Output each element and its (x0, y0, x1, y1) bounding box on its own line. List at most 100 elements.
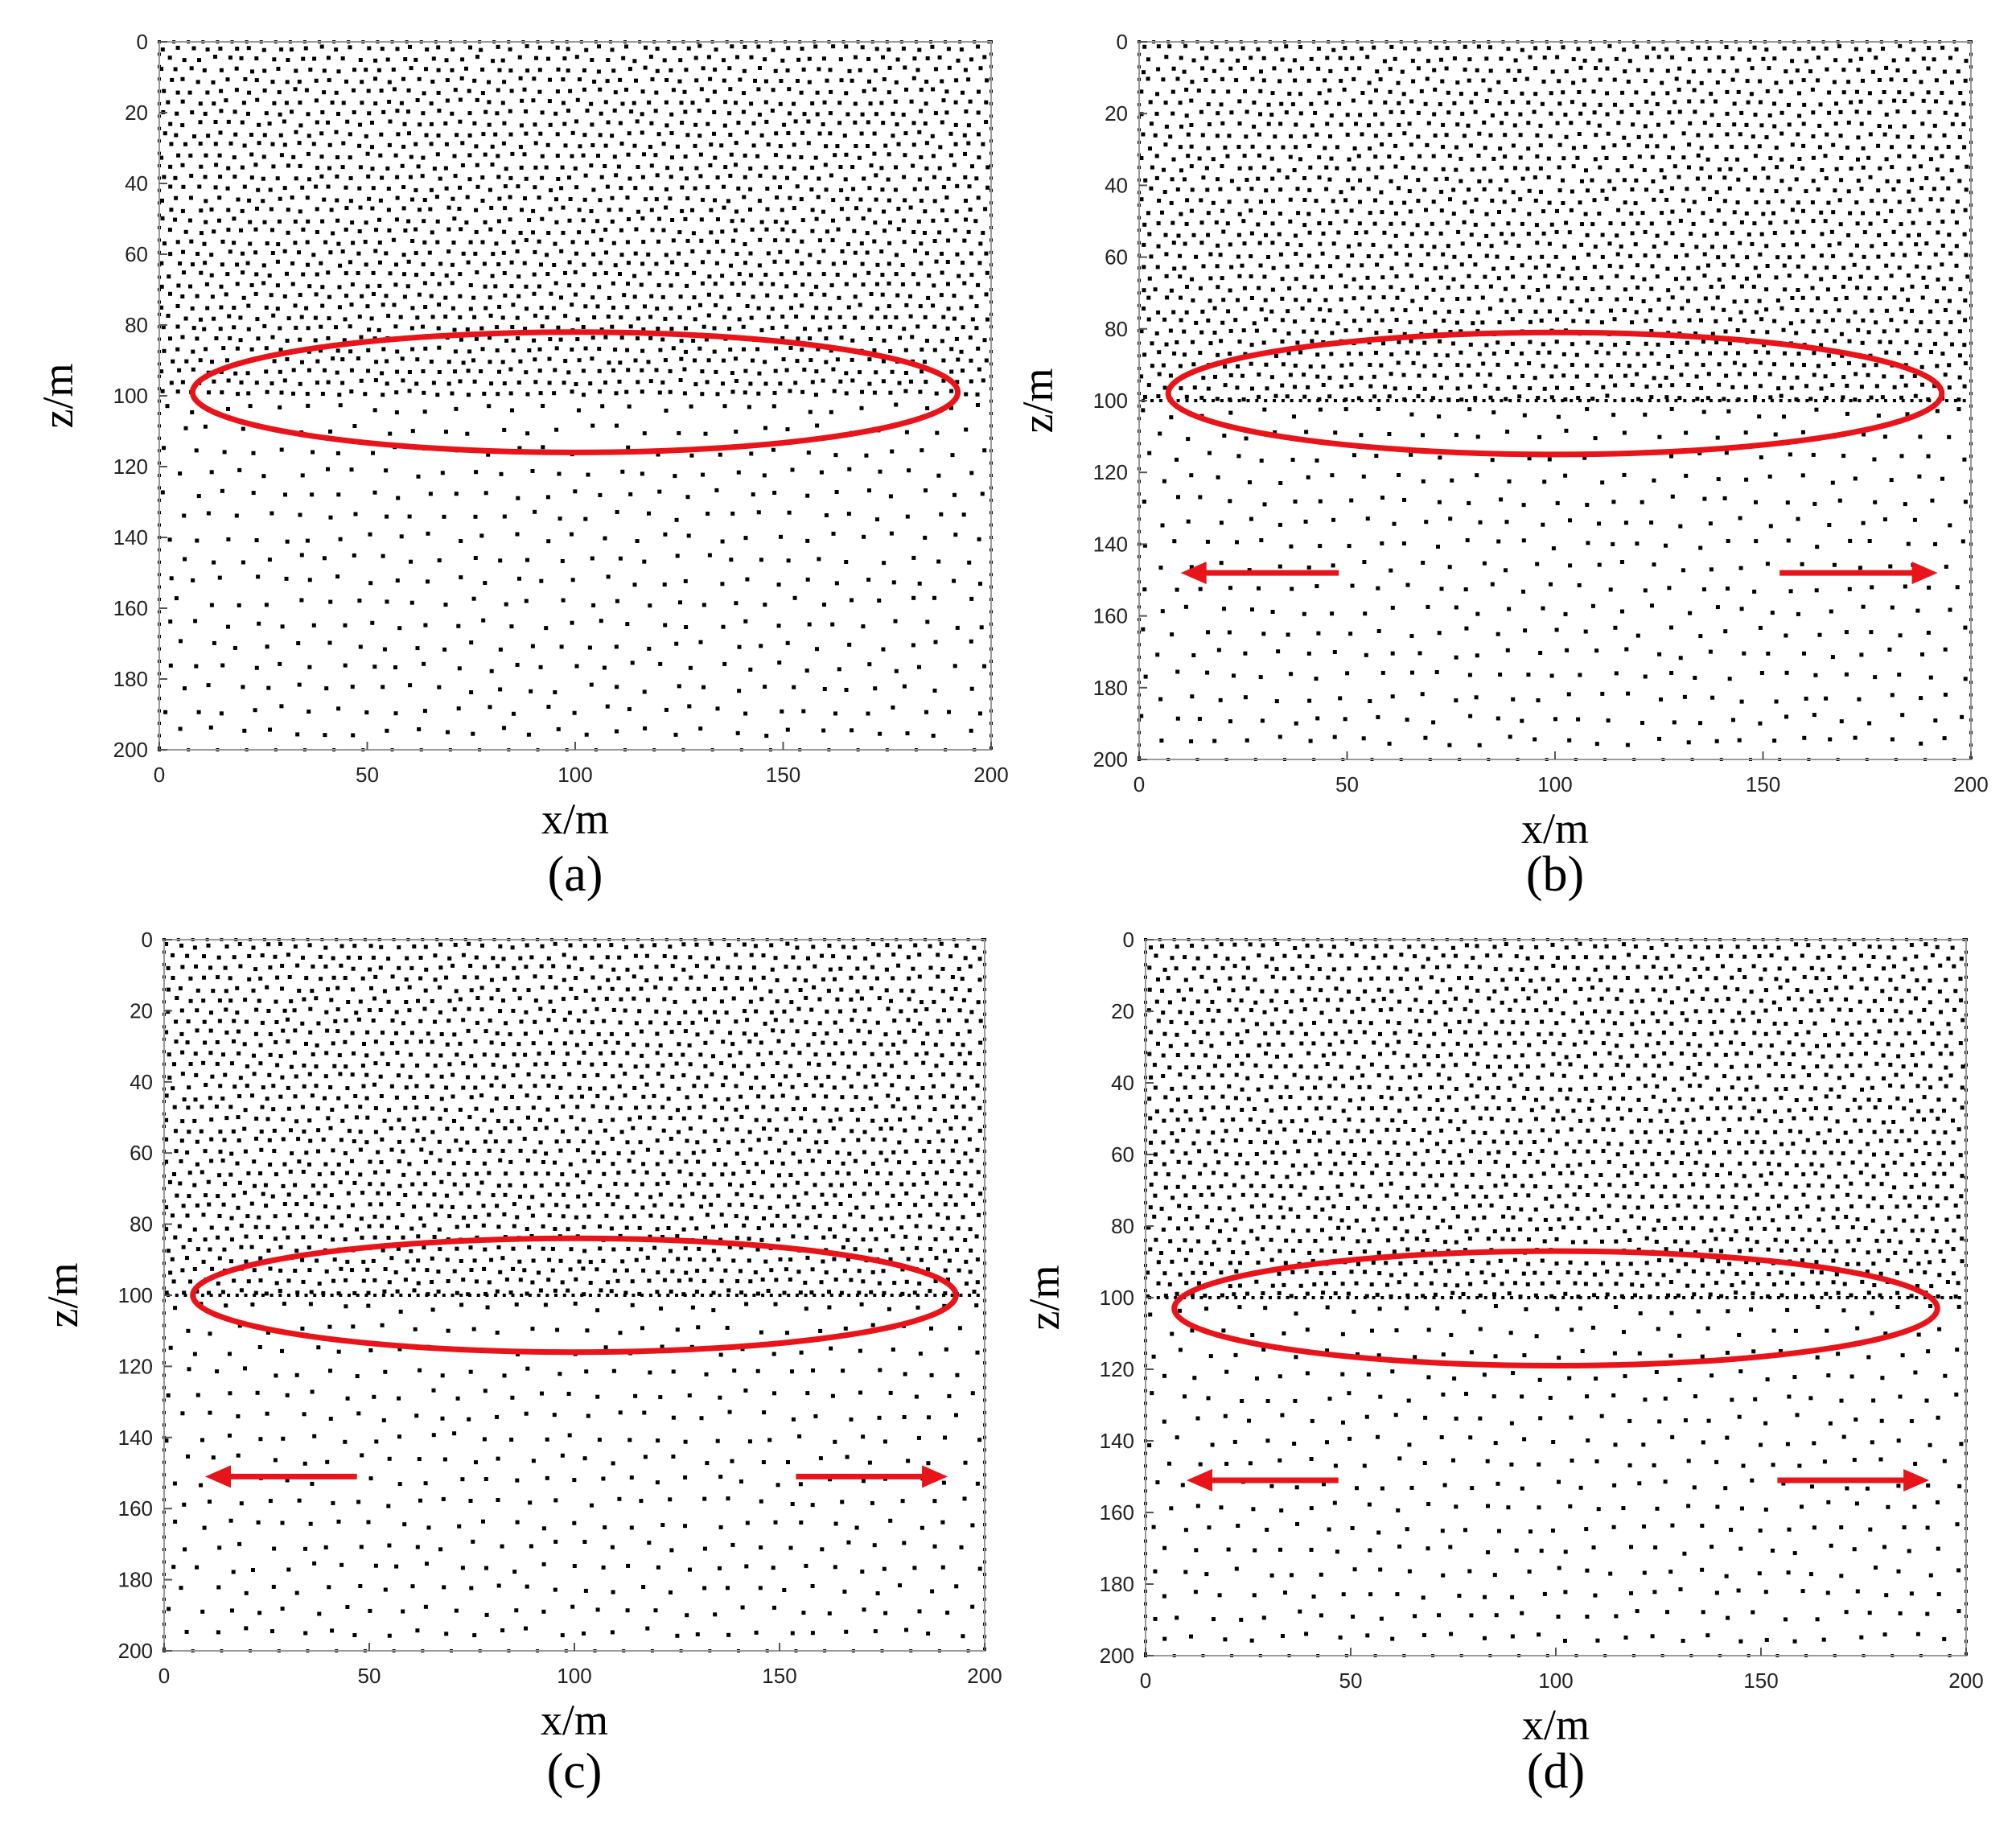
data-point (239, 228, 243, 233)
data-point (738, 645, 742, 649)
data-point (1294, 298, 1298, 302)
data-point (1349, 499, 1353, 503)
data-point (920, 448, 924, 452)
data-point (1527, 361, 1531, 365)
data-point (1790, 386, 1794, 390)
data-point (1185, 311, 1189, 315)
data-point (1498, 101, 1502, 105)
data-point (1176, 187, 1180, 191)
data-point (1804, 189, 1808, 193)
data-point (174, 196, 178, 200)
data-point (467, 261, 471, 265)
data-point (341, 165, 345, 169)
data-point (203, 242, 207, 246)
data-point (489, 314, 493, 318)
data-point (1645, 385, 1649, 389)
data-point (1565, 69, 1569, 73)
data-point (801, 710, 805, 714)
data-point (757, 307, 761, 311)
data-point (1788, 187, 1792, 191)
data-point (1293, 168, 1297, 172)
data-point (854, 206, 858, 210)
data-point (1308, 231, 1312, 235)
data-point (1406, 583, 1410, 587)
data-point (1322, 232, 1326, 236)
data-point (1670, 407, 1674, 411)
data-point (1328, 221, 1332, 225)
data-point (606, 185, 610, 189)
data-point (838, 380, 842, 384)
data-point (1365, 55, 1369, 59)
data-point (618, 380, 622, 384)
data-point (1841, 285, 1845, 289)
data-point (1464, 627, 1468, 631)
data-point (755, 154, 759, 158)
data-point (1580, 222, 1584, 226)
data-point (1800, 167, 1804, 171)
data-point (254, 228, 258, 232)
data-point (1824, 374, 1828, 378)
data-point (1319, 408, 1323, 412)
data-point (1550, 674, 1554, 678)
data-point (734, 228, 738, 233)
data-point (633, 186, 637, 190)
data-point (1170, 632, 1174, 636)
data-point (1949, 277, 1953, 281)
data-point (1725, 157, 1729, 161)
data-point (1613, 343, 1617, 347)
data-point (1456, 386, 1460, 390)
data-point (1933, 542, 1937, 546)
data-point (1733, 361, 1737, 365)
data-point (1868, 539, 1872, 543)
data-point (336, 706, 340, 710)
data-point (1876, 255, 1880, 259)
data-point (1758, 144, 1762, 148)
data-point (1490, 244, 1494, 248)
y-tick-label: 180 (113, 667, 148, 691)
data-point (1897, 179, 1901, 183)
data-point (487, 100, 491, 104)
data-point (1738, 516, 1742, 521)
data-point (1652, 479, 1656, 483)
data-point (1870, 199, 1874, 203)
data-point (1551, 70, 1555, 74)
data-point (199, 208, 203, 212)
data-point (1402, 541, 1406, 545)
data-point (735, 252, 739, 256)
data-point (1475, 473, 1479, 477)
data-point (1306, 475, 1310, 479)
data-point (525, 431, 529, 435)
data-point (881, 648, 885, 652)
data-point (1461, 241, 1465, 245)
data-point (1198, 495, 1202, 499)
data-point (575, 337, 579, 341)
data-point (503, 515, 507, 519)
data-point (573, 711, 577, 715)
data-point (1157, 350, 1161, 354)
data-point (1555, 209, 1559, 213)
data-point (1709, 219, 1714, 223)
data-point (756, 45, 760, 49)
data-point (1309, 102, 1313, 106)
data-point (1485, 212, 1489, 216)
data-point (764, 382, 768, 386)
data-point (329, 516, 333, 520)
data-point (1657, 652, 1661, 656)
data-point (502, 428, 506, 432)
data-point (799, 155, 803, 159)
data-point (1664, 376, 1668, 380)
data-point (1964, 361, 1968, 365)
data-point (1624, 521, 1628, 525)
data-point (1948, 320, 1952, 324)
data-point (1652, 198, 1656, 202)
data-point (853, 274, 857, 278)
data-point (743, 242, 747, 246)
data-point (1849, 167, 1853, 171)
data-point (860, 406, 864, 410)
data-point (1796, 517, 1800, 521)
data-point (315, 381, 319, 385)
data-point (503, 294, 507, 298)
data-point (944, 110, 948, 114)
data-point (179, 639, 183, 643)
data-point (380, 88, 384, 93)
